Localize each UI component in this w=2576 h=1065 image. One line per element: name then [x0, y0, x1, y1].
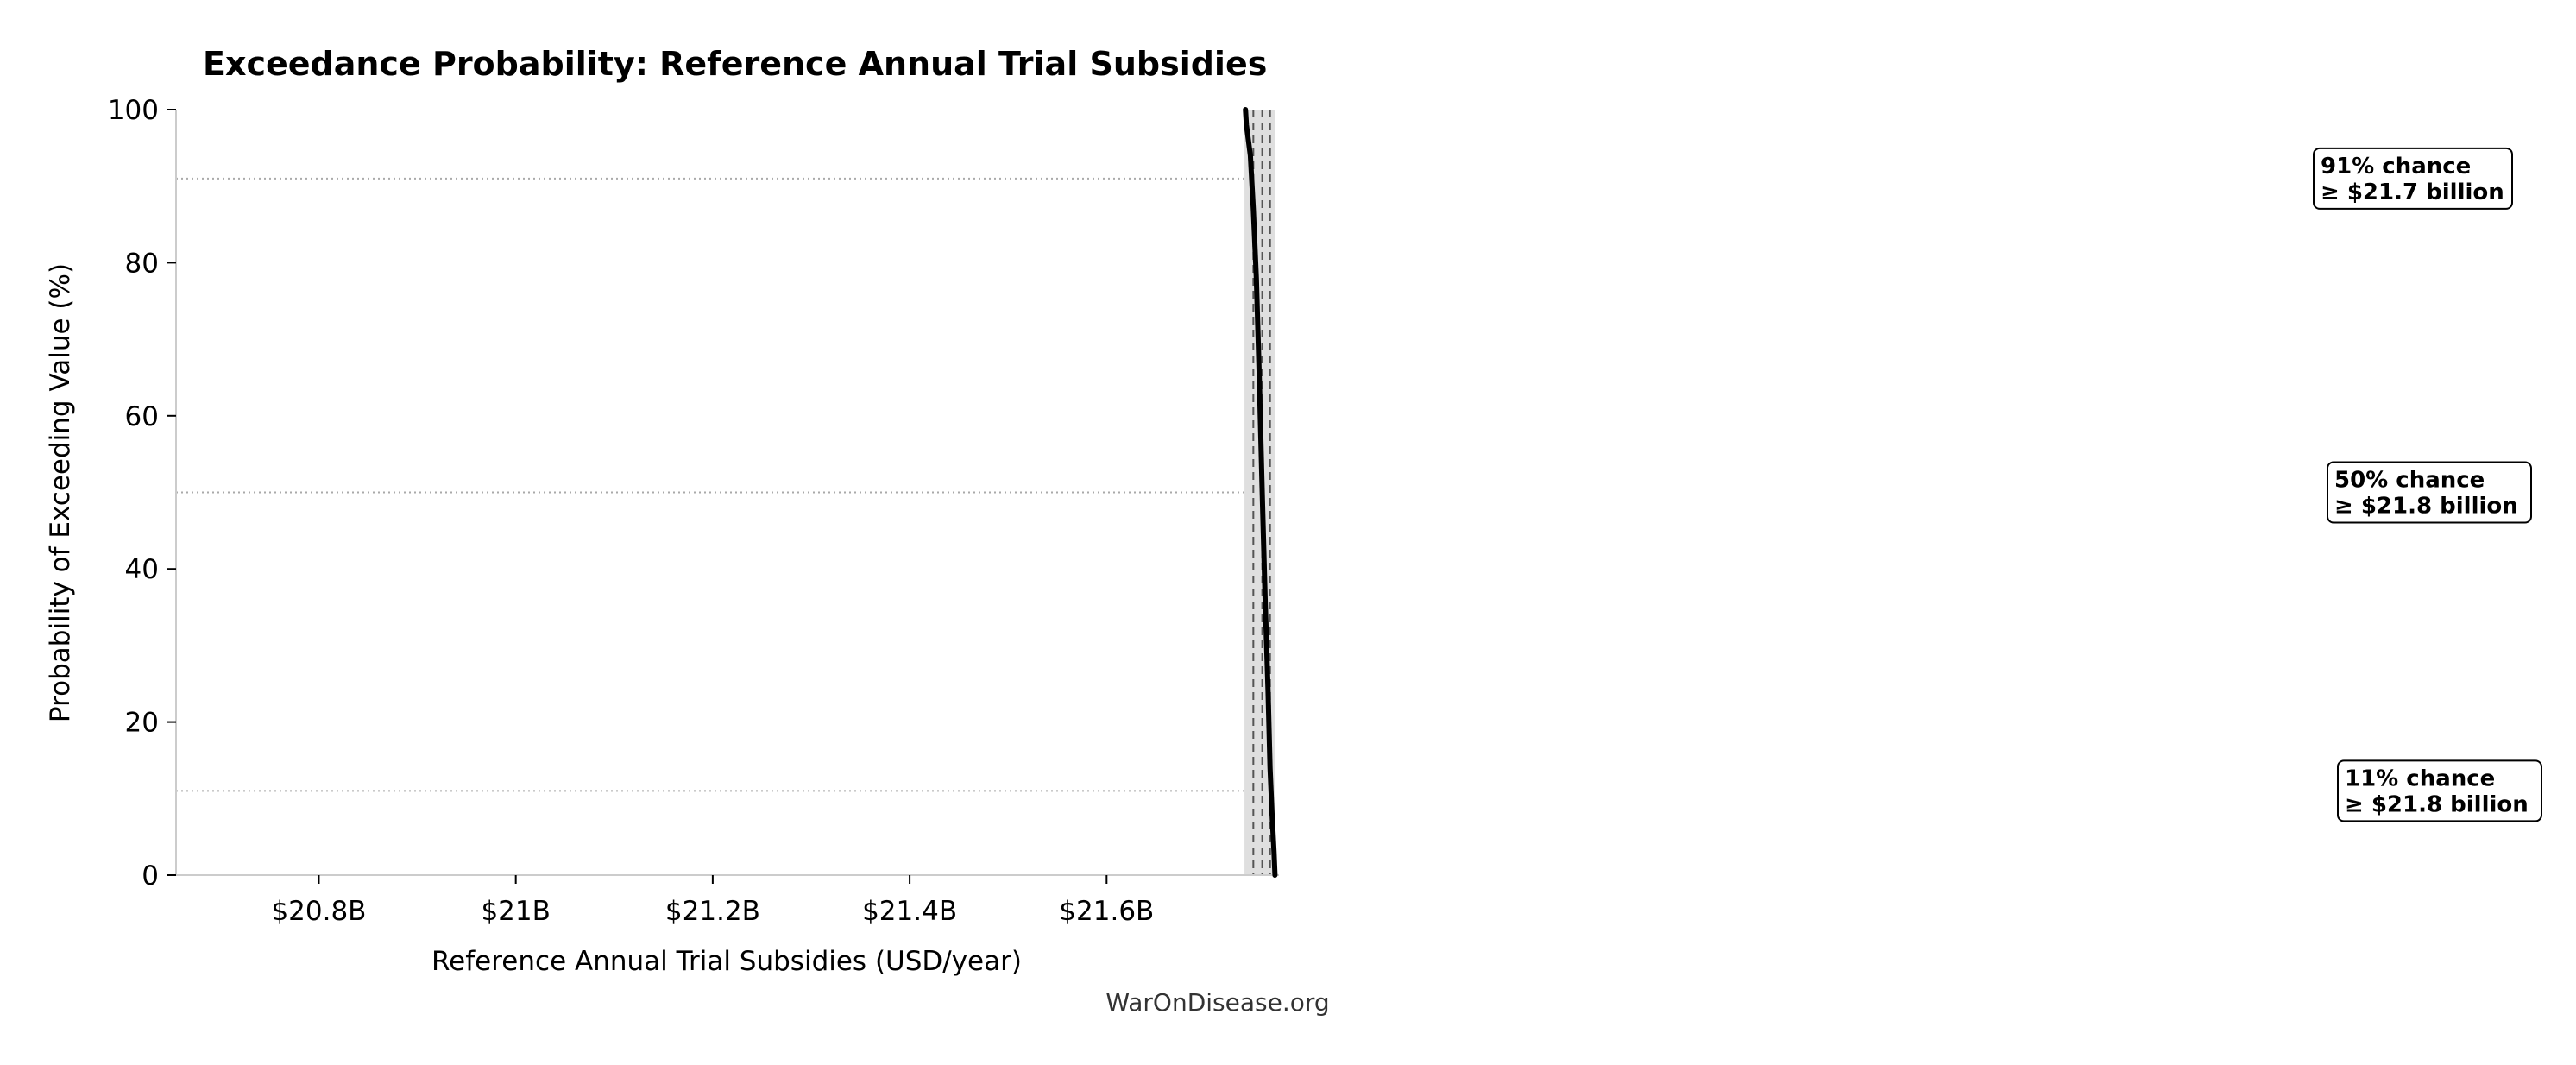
- annotation-box: [2313, 147, 2513, 210]
- annotation-box: [2337, 759, 2542, 822]
- y-axis-label: Probability of Exceeding Value (%): [45, 263, 76, 722]
- y-tick-label: 80: [125, 248, 159, 279]
- plot-area: 0 20 40 60 80 100 $20.8B $21B $21.2B $21.4B $21.6B…: [108, 95, 2542, 927]
- y-tick-label: 20: [125, 708, 159, 739]
- exceedance-curve: [1243, 107, 1278, 878]
- annotation-line-1: 50% chance: [2334, 468, 2485, 494]
- y-tick-label: 60: [125, 401, 159, 432]
- annotation-line-1: 11% chance: [2345, 766, 2495, 791]
- watermark-text: WarOnDisease.org: [1105, 988, 1329, 1017]
- x-tick-label: $21.2B: [665, 896, 760, 927]
- x-tick-label: $21.6B: [1059, 896, 1154, 927]
- y-tick-label: 100: [108, 95, 159, 126]
- annotation-line-2: ≥ $21.8 billion: [2345, 791, 2529, 817]
- y-tick-label: 0: [142, 860, 159, 892]
- x-axis-label: Reference Annual Trial Subsidies (USD/ye…: [431, 946, 1022, 977]
- annotation-line-2: ≥ $21.7 billion: [2321, 180, 2504, 205]
- x-tick-label: $21B: [481, 896, 550, 927]
- x-tick-label: $21.4B: [862, 896, 957, 927]
- x-tick-label: $20.8B: [271, 896, 366, 927]
- y-tick-label: 40: [125, 554, 159, 585]
- chart-title: Exceedance Probability: Reference Annual…: [203, 45, 1267, 83]
- annotation-line-1: 91% chance: [2321, 154, 2471, 180]
- annotation-box: [2327, 461, 2532, 524]
- annotation-line-2: ≥ $21.8 billion: [2334, 494, 2518, 520]
